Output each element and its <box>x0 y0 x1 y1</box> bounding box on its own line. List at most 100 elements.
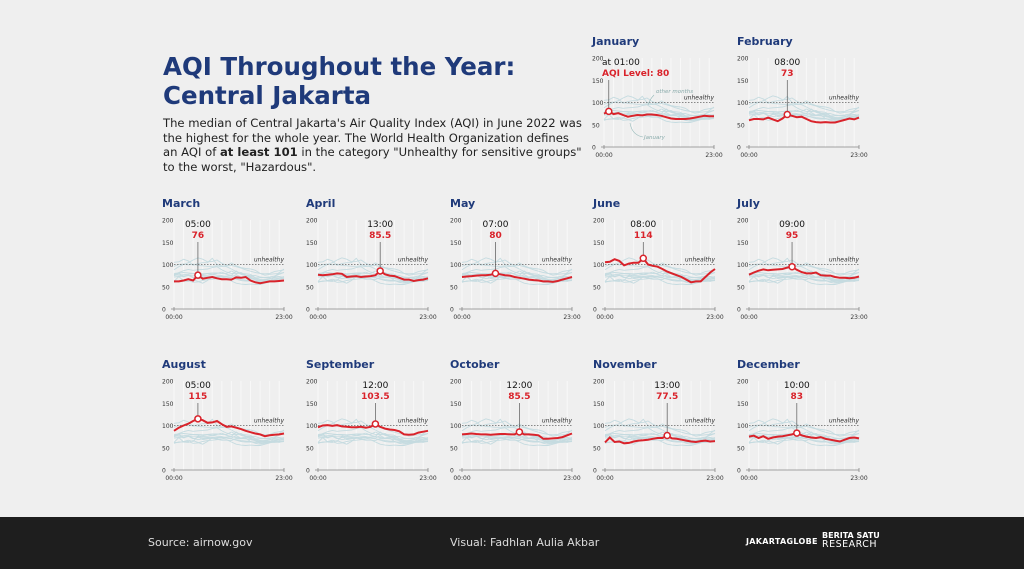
peak-marker <box>515 428 524 436</box>
y-tick-label: 200 <box>162 218 174 225</box>
y-tick-label: 100 <box>593 423 605 430</box>
x-tick-label: 23:00 <box>563 475 580 482</box>
description: The median of Central Jakarta's Air Qual… <box>163 116 583 174</box>
y-tick-label: 0 <box>593 468 597 475</box>
x-tick-label: 00:00 <box>595 152 612 159</box>
y-tick-label: 0 <box>162 468 166 475</box>
y-tick-label: 100 <box>162 423 174 430</box>
x-tick-label: 23:00 <box>275 314 292 321</box>
y-tick-label: 150 <box>450 240 462 247</box>
y-tick-label: 200 <box>593 379 605 386</box>
other-month-line <box>173 257 285 276</box>
other-month-line <box>604 266 716 279</box>
panel-may: May 0 50 100 150 200 00:00 23:00 unhealthy 07:00 8… <box>450 197 595 327</box>
x-tick-label: 00:00 <box>453 314 470 321</box>
x-tick-label: 00:00 <box>309 475 326 482</box>
peak-time-label: 07:00 <box>483 220 509 230</box>
y-tick-label: 50 <box>450 284 458 291</box>
x-tick-label: 23:00 <box>275 475 292 482</box>
peak-time-label: 08:00 <box>630 220 656 230</box>
y-tick-label: 150 <box>737 78 749 85</box>
threshold-label: unhealthy <box>542 257 573 264</box>
peak-value-label: 73 <box>781 69 794 79</box>
panel-title: July <box>737 197 760 210</box>
other-month-line <box>317 427 429 440</box>
page-title: AQI Throughout the Year: Central Jakarta <box>163 52 516 110</box>
peak-time-label: 05:00 <box>185 381 211 391</box>
credit-text: Visual: Fadhlan Aulia Akbar <box>450 536 600 549</box>
peak-marker <box>639 254 648 263</box>
y-tick-label: 150 <box>593 240 605 247</box>
threshold-label: unhealthy <box>398 257 429 264</box>
other-month-line <box>604 418 716 437</box>
peak-marker <box>793 429 801 437</box>
y-tick-label: 150 <box>593 401 605 408</box>
y-tick-label: 100 <box>162 262 174 269</box>
panel-title: February <box>737 35 793 48</box>
panel-title: November <box>593 358 657 371</box>
y-tick-label: 50 <box>162 284 170 291</box>
january-annotation: January <box>643 135 666 141</box>
panel-january: January 0 50 100 150 200 00:00 23:00 unhealthy at… <box>592 35 737 165</box>
peak-marker <box>376 267 384 275</box>
other-month-line <box>317 434 429 444</box>
y-tick-label: 0 <box>737 145 741 152</box>
y-tick-label: 200 <box>592 56 604 63</box>
y-tick-label: 50 <box>737 284 745 291</box>
peak-value-label: 77.5 <box>656 392 678 402</box>
y-tick-label: 200 <box>737 379 749 386</box>
y-tick-label: 150 <box>162 240 174 247</box>
other-month-line <box>748 273 860 283</box>
month-line <box>174 273 285 285</box>
panel-april: April 0 50 100 150 200 00:00 23:00 unhealthy 13:0… <box>306 197 451 327</box>
other-month-line <box>461 257 573 276</box>
y-tick-label: 0 <box>450 307 454 314</box>
y-tick-label: 100 <box>450 423 462 430</box>
y-tick-label: 100 <box>737 262 749 269</box>
description-text: The median of Central Jakarta's Air Qual… <box>163 116 582 159</box>
annotation-arrow <box>647 94 655 106</box>
source-text: Source: airnow.gov <box>148 536 253 549</box>
panel-title: August <box>162 358 206 371</box>
other-month-line <box>317 431 429 440</box>
threshold-label: unhealthy <box>542 418 573 425</box>
y-tick-label: 200 <box>737 56 749 63</box>
threshold-label: unhealthy <box>829 95 860 102</box>
threshold-label: unhealthy <box>398 418 429 425</box>
description-text-end: in the category "Unhealthy for sensitive… <box>163 145 582 174</box>
other-month-line <box>748 257 860 276</box>
y-tick-label: 50 <box>306 445 314 452</box>
x-tick-label: 23:00 <box>850 475 867 482</box>
peak-value-label: 83 <box>791 392 804 402</box>
month-line <box>748 265 860 280</box>
y-tick-label: 200 <box>450 379 462 386</box>
panel-november: November 0 50 100 150 200 00:00 23:00 unhealthy 1… <box>593 358 738 488</box>
y-tick-label: 50 <box>593 445 601 452</box>
peak-time-label: 13:00 <box>367 220 393 230</box>
peak-value-label: 114 <box>634 231 653 241</box>
y-tick-label: 100 <box>737 423 749 430</box>
y-tick-label: 100 <box>592 100 604 107</box>
other-month-line <box>603 104 715 117</box>
other-month-line <box>173 432 285 442</box>
other-month-line <box>461 434 573 444</box>
peak-marker <box>491 269 500 278</box>
y-tick-label: 150 <box>450 401 462 408</box>
other-month-line <box>604 270 716 279</box>
footer: Source: airnow.gov Visual: Fadhlan Aulia… <box>0 517 1024 569</box>
peak-marker <box>788 262 796 271</box>
other-month-line <box>173 270 285 279</box>
other-month-line <box>748 111 860 121</box>
x-tick-label: 00:00 <box>596 475 613 482</box>
other-month-line <box>317 257 429 276</box>
month-line <box>173 417 285 438</box>
other-month-line <box>461 266 573 279</box>
panel-december: December 0 50 100 150 200 00:00 23:00 unhealthy 1… <box>737 358 882 488</box>
y-tick-label: 150 <box>737 240 749 247</box>
